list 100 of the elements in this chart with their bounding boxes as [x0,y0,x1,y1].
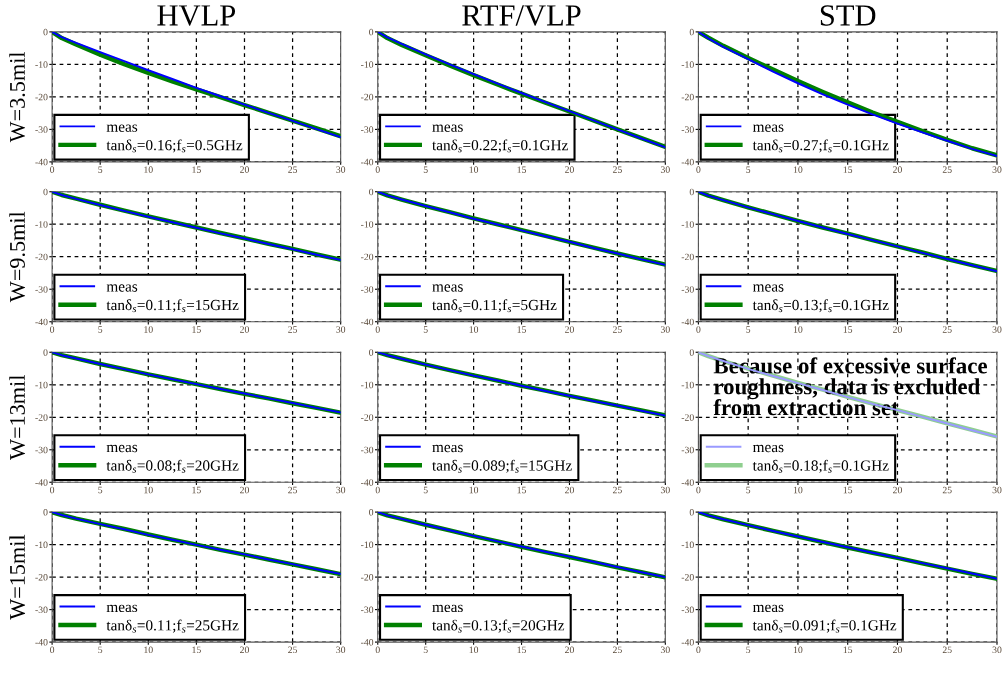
x-tick-label: 15 [192,166,201,173]
y-tick-label: -20 [681,253,694,261]
x-tick-label: 25 [612,326,622,333]
x-tick-label: 15 [517,646,527,654]
y-tick-label: -40 [681,639,694,646]
legend-label: tanδ$_{s}$=0.11;f$_{s}$=25GHz [106,619,239,633]
y-tick-label: -40 [35,318,48,326]
legend-label: meas [752,604,784,613]
legend-label: tanδ$_{s}$=0.11;f$_{s}$=15GHz [106,299,239,313]
y-tick-label: 0 [43,349,48,356]
x-tick-label: 5 [423,486,428,494]
x-tick-label: 0 [50,486,55,494]
x-tick-label: 5 [98,486,103,494]
legend-label: meas [106,604,138,613]
y-axis-title: W=3.5mil [9,51,26,143]
x-tick-label: 25 [288,326,298,333]
x-tick-label: 5 [423,166,428,173]
y-tick-label: -20 [681,414,694,421]
y-tick-label: -20 [35,414,48,421]
x-tick-label: 20 [565,646,574,654]
x-tick-label: 5 [98,646,103,654]
y-tick-label: -40 [35,479,48,486]
x-tick-label: 25 [612,486,622,494]
legend-label: tanδ$_{s}$=0.091;f$_{s}$=0.1GHz [752,619,897,633]
x-tick-label: 10 [144,166,153,173]
x-tick-label: 25 [612,166,622,173]
x-tick-label: 10 [793,326,803,333]
x-tick-label: 25 [942,646,952,654]
y-tick-label: -20 [35,253,48,261]
x-tick-label: 10 [793,166,803,173]
legend-label: tanδ$_{s}$=0.08;f$_{s}$=20GHz [106,459,239,473]
y-tick-label: 0 [43,188,48,196]
x-tick-label: 20 [893,486,902,494]
x-tick-label: 30 [992,326,1002,333]
legend-label: meas [106,444,138,453]
x-tick-label: 5 [746,486,751,494]
x-tick-label: 20 [240,326,249,333]
x-tick-label: 30 [336,646,346,654]
legend-label: tanδ$_{s}$=0.16;f$_{s}$=0.5GHz [106,139,243,153]
y-tick-label: -20 [360,253,374,261]
y-tick-label: -40 [681,318,694,326]
x-tick-label: 5 [423,646,428,654]
x-tick-label: 5 [746,646,751,654]
y-axis-title: W=15mil [9,534,26,620]
x-tick-label: 30 [992,646,1002,654]
y-tick-label: -40 [360,639,374,646]
y-tick-label: -10 [35,541,48,549]
chart-title: STD [820,5,876,26]
chart-title: HVLP [157,5,236,26]
x-tick-label: 10 [144,486,153,494]
y-tick-label: 0 [369,188,374,196]
x-tick-label: 0 [696,326,701,333]
y-tick-label: -30 [360,606,374,614]
x-tick-label: 30 [992,166,1002,173]
x-tick-label: 20 [240,166,249,173]
y-tick-label: -30 [35,606,48,614]
x-tick-label: 15 [843,166,853,173]
x-tick-label: 25 [942,166,952,173]
y-tick-label: -10 [681,61,694,68]
x-tick-label: 15 [843,326,853,333]
x-tick-label: 5 [746,326,751,333]
y-tick-label: 0 [689,509,694,516]
y-tick-label: -10 [681,381,694,389]
y-tick-label: -40 [35,639,48,646]
x-tick-label: 10 [144,646,153,654]
x-tick-label: 25 [612,646,622,654]
y-tick-label: -30 [360,286,374,293]
legend-label: tanδ$_{s}$=0.089;f$_{s}$=15GHz [432,459,572,473]
legend-label: tanδ$_{s}$=0.18;f$_{s}$=0.1GHz [752,459,889,473]
y-tick-label: -10 [360,541,374,549]
x-tick-label: 5 [98,166,103,173]
y-tick-label: -10 [35,381,48,389]
chart-title: RTF/VLP [462,5,581,26]
y-tick-label: 0 [369,349,374,356]
y-tick-label: -30 [360,446,374,454]
x-tick-label: 0 [50,166,55,173]
x-tick-label: 30 [660,486,670,494]
y-tick-label: -20 [35,93,48,101]
y-tick-label: -20 [35,574,48,581]
legend-label: meas [106,284,138,292]
x-tick-label: 5 [746,166,751,173]
x-tick-label: 20 [893,646,902,654]
y-tick-label: -30 [681,606,694,614]
legend-label: meas [432,124,463,132]
x-tick-label: 0 [696,646,701,654]
x-tick-label: 25 [942,486,952,494]
x-tick-label: 30 [336,166,346,173]
x-tick-label: 30 [336,326,346,333]
legend-label: meas [752,444,784,453]
x-tick-label: 20 [893,326,902,333]
x-tick-label: 30 [660,326,670,333]
y-tick-label: -40 [360,318,374,326]
y-tick-label: -20 [360,574,374,581]
y-tick-label: -10 [360,61,374,68]
x-tick-label: 0 [696,486,701,494]
y-tick-label: 0 [689,188,694,196]
x-tick-label: 0 [375,646,380,654]
x-tick-label: 15 [843,646,853,654]
x-tick-label: 0 [375,326,380,333]
y-tick-label: 0 [369,509,374,516]
